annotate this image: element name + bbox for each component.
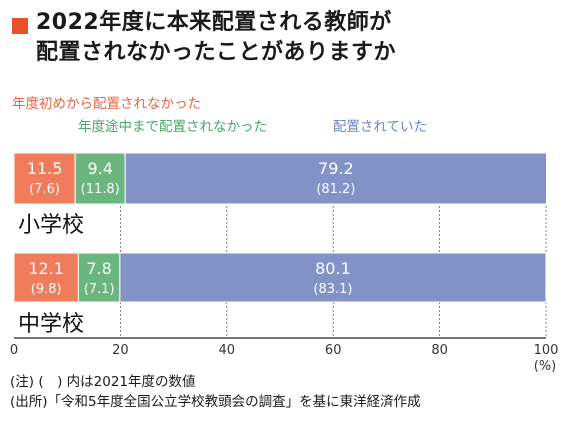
- x-tick-label: 40: [219, 343, 236, 358]
- category-label: 中学校: [18, 312, 84, 337]
- category-band: [14, 204, 546, 240]
- x-tick-label: 20: [112, 343, 129, 358]
- data-label-prev: (9.8): [31, 282, 62, 297]
- data-label: 7.8: [86, 259, 111, 278]
- bar-segment: [119, 252, 547, 303]
- data-label-prev: (7.1): [84, 282, 115, 297]
- data-label-prev: (7.6): [29, 182, 60, 197]
- legend-label: 年度初めから配置されなかった: [12, 95, 201, 112]
- category-label: 小学校: [18, 213, 84, 238]
- data-label: 11.5: [27, 159, 63, 178]
- x-tick-label: 100: [534, 343, 559, 358]
- x-axis-unit: (%): [534, 359, 557, 374]
- x-tick-label: 0: [10, 343, 18, 358]
- source-line: (出所)「令和5年度全国公立学校教頭会の調査」を基に東洋経済作成: [10, 394, 421, 410]
- note-line: (注) ( ) 内は2021年度の数値: [10, 374, 196, 390]
- data-label-prev: (81.2): [316, 182, 355, 197]
- bar-segment: [13, 152, 76, 205]
- data-label: 9.4: [87, 159, 112, 178]
- chart-title-line1: 2022年度に本来配置される教師が: [36, 10, 392, 35]
- chart-title-line2: 配置されなかったことがありますか: [36, 40, 397, 65]
- data-label-prev: (11.8): [81, 182, 120, 197]
- data-label: 12.1: [28, 259, 64, 278]
- data-label: 79.2: [318, 159, 354, 178]
- chart-title: 2022年度に本来配置される教師が 配置されなかったことがありますか: [36, 8, 556, 68]
- bar-segment: [77, 252, 121, 303]
- bar-segment: [124, 152, 548, 205]
- x-tick-label: 80: [431, 343, 448, 358]
- data-label-prev: (83.1): [313, 282, 352, 297]
- bar-segment: [13, 252, 79, 303]
- data-label: 80.1: [315, 259, 351, 278]
- chart-notes: (注) ( ) 内は2021年度の数値 (出所)「令和5年度全国公立学校教頭会の…: [10, 372, 421, 412]
- title-accent-square: [12, 18, 28, 34]
- x-tick-label: 60: [325, 343, 342, 358]
- category-band: [14, 302, 546, 338]
- bar-segment: [74, 152, 126, 205]
- legend-label: 年度途中まで配置されなかった: [78, 118, 267, 135]
- legend-label: 配置されていた: [333, 119, 427, 135]
